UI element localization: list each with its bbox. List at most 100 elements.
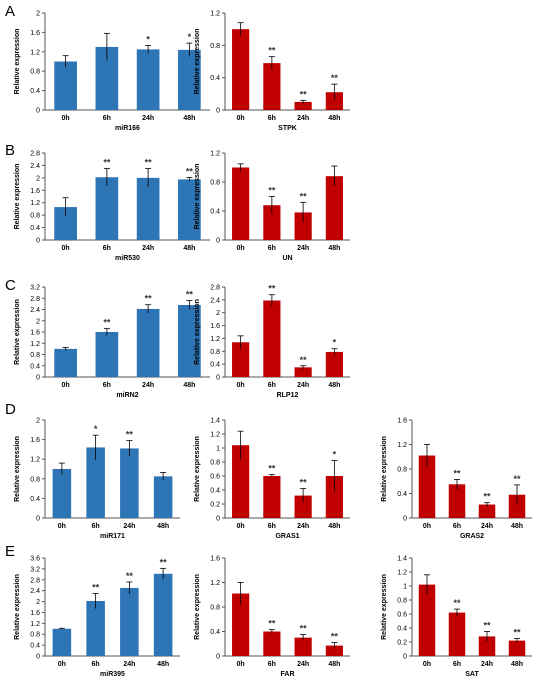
bar (95, 46, 119, 110)
x-tick-label: 0h (237, 115, 245, 122)
bar (325, 645, 343, 656)
significance-mark: ** (103, 318, 111, 328)
x-tick-label: 6h (268, 245, 276, 252)
x-axis-title: UN (282, 255, 292, 262)
chart-mir166: 0 0.4 0.8 1.2 1.6 2 Relative expression 0h 6h * 24… (14, 11, 210, 132)
bar (232, 445, 250, 518)
y-tick-label: 1.2 (397, 570, 407, 577)
bar (136, 177, 160, 240)
significance-mark: ** (300, 191, 308, 201)
y-tick-label: 0 (36, 238, 40, 245)
chart-mir530: 0 0.4 0.8 1.2 1.6 2 2.4 2.8 Relative expression 0… (14, 151, 210, 262)
y-tick-label: 0.8 (210, 43, 220, 50)
bar (178, 179, 201, 240)
y-tick-label: 1.2 (397, 442, 407, 449)
significance-mark: * (333, 450, 337, 460)
y-tick-label: 2.4 (210, 297, 220, 304)
y-tick-label: 0 (216, 375, 220, 382)
x-tick-label: 48h (328, 661, 340, 668)
bar (508, 494, 526, 518)
bar (153, 573, 173, 656)
y-tick-label: 0 (36, 654, 40, 661)
bar (418, 584, 436, 656)
chart-rlp12: 0 0.4 0.8 1.2 1.6 2 2.4 2.8 Relative expression 0… (194, 284, 350, 399)
y-tick-label: 0 (36, 516, 40, 523)
y-tick-label: 2.8 (30, 577, 40, 584)
bar (294, 367, 312, 377)
x-axis-title: FAR (281, 671, 295, 678)
bar (294, 101, 312, 110)
significance-mark: * (146, 34, 150, 44)
bar (508, 640, 526, 656)
x-tick-label: 0h (423, 523, 431, 530)
y-tick-label: 1.2 (30, 457, 40, 464)
y-tick-label: 2.4 (30, 588, 40, 595)
x-tick-label: 6h (453, 661, 461, 668)
y-axis-title: Relative expression (381, 436, 388, 502)
significance-mark: * (188, 32, 192, 42)
x-tick-label: 0h (58, 661, 66, 668)
x-tick-label: 0h (237, 661, 245, 668)
panel-label-B: B (5, 142, 15, 159)
x-tick-label: 24h (297, 661, 309, 668)
bar (52, 469, 72, 518)
x-tick-label: 48h (328, 245, 340, 252)
y-tick-label: 1.2 (210, 580, 220, 587)
y-tick-label: 2.4 (30, 307, 40, 314)
y-axis-title: Relative expression (194, 29, 201, 95)
x-tick-label: 48h (511, 661, 523, 668)
x-tick-label: 24h (297, 382, 309, 389)
x-axis-title: RLP12 (277, 392, 299, 399)
chart-un: 0 0.4 0.8 1.2 Relative expression 0h ** 6h ** 24h… (194, 151, 350, 262)
y-axis-title: Relative expression (381, 574, 388, 640)
x-tick-label: 24h (297, 245, 309, 252)
x-tick-label: 6h (268, 115, 276, 122)
chart-gras1: 0 0.2 0.4 0.6 0.8 1 1.2 1.4 Relative expression 0… (194, 418, 350, 540)
significance-mark: ** (160, 557, 168, 567)
y-tick-label: 2 (36, 418, 40, 425)
bar (232, 593, 250, 656)
x-tick-label: 24h (297, 115, 309, 122)
bar (54, 348, 77, 377)
y-tick-label: 0 (403, 654, 407, 661)
panel-label-E: E (5, 543, 15, 560)
x-tick-label: 24h (297, 523, 309, 530)
x-axis-title: miR166 (115, 125, 140, 132)
y-tick-label: 0.8 (30, 352, 40, 359)
y-tick-label: 2 (36, 599, 40, 606)
y-tick-label: 1.2 (30, 341, 40, 348)
bar (52, 628, 72, 656)
y-tick-label: 2 (36, 175, 40, 182)
significance-mark: ** (126, 430, 134, 440)
bar (232, 29, 250, 111)
x-tick-label: 48h (328, 523, 340, 530)
significance-mark: ** (92, 582, 100, 592)
y-tick-label: 1.6 (30, 437, 40, 444)
significance-mark: ** (145, 294, 153, 304)
y-tick-label: 0.8 (30, 632, 40, 639)
y-tick-label: 1 (216, 446, 220, 453)
significance-mark: * (333, 338, 337, 348)
x-tick-label: 48h (183, 245, 195, 252)
y-axis-title: Relative expression (14, 164, 21, 230)
y-tick-label: 1.6 (30, 30, 40, 37)
significance-mark: ** (186, 290, 194, 300)
y-tick-label: 0.6 (397, 612, 407, 619)
y-axis-title: Relative expression (14, 299, 21, 365)
bar (178, 305, 201, 377)
y-tick-label: 2 (36, 318, 40, 325)
chart-mir395: 0 0.4 0.8 1.2 1.6 2 2.4 2.8 3.2 3.6 Relative expre… (14, 556, 180, 678)
x-tick-label: 6h (92, 661, 100, 668)
y-tick-label: 1.6 (30, 330, 40, 337)
y-axis-title: Relative expression (14, 29, 21, 95)
x-tick-label: 48h (183, 382, 195, 389)
y-axis-title: Relative expression (194, 436, 201, 502)
y-tick-label: 1.2 (210, 336, 220, 343)
x-tick-label: 48h (328, 382, 340, 389)
bar (153, 476, 173, 518)
x-axis-title: miR171 (100, 533, 125, 540)
y-tick-label: 1.6 (30, 610, 40, 617)
significance-mark: ** (268, 186, 276, 196)
significance-mark: ** (483, 492, 491, 502)
